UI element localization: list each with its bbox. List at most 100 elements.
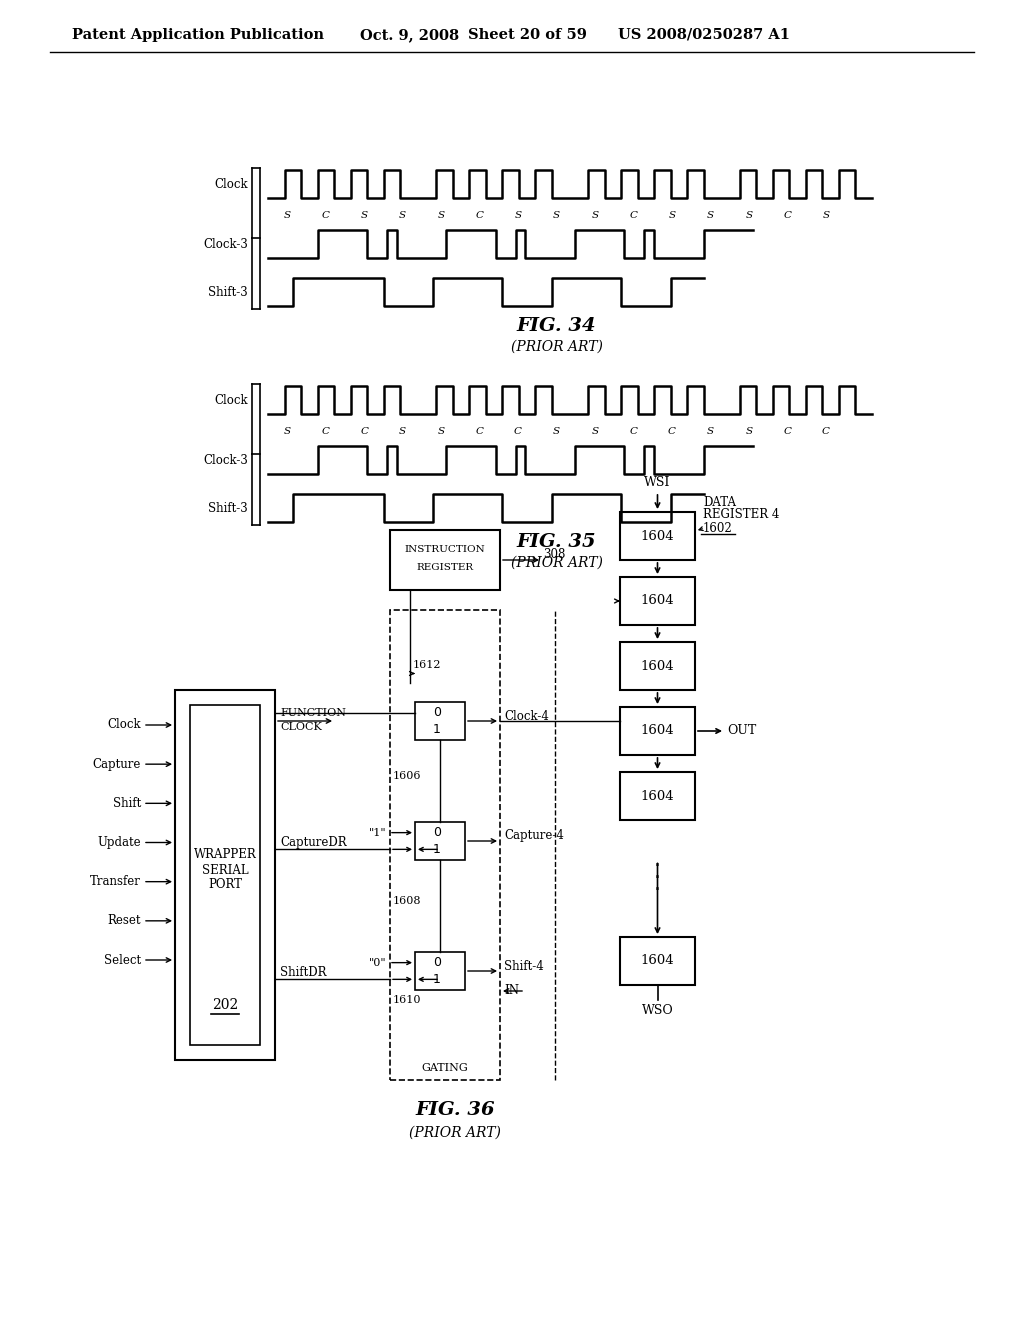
Text: S: S — [553, 426, 560, 436]
Text: PORT: PORT — [208, 879, 242, 891]
Bar — [175, 690, 275, 1060]
Text: S: S — [399, 426, 407, 436]
Text: "1": "1" — [370, 828, 387, 838]
Text: ShiftDR: ShiftDR — [280, 966, 327, 979]
Text: C: C — [630, 426, 637, 436]
Text: S: S — [360, 210, 368, 219]
Text: S: S — [707, 426, 714, 436]
Text: Patent Application Publication: Patent Application Publication — [72, 28, 324, 42]
Bar — [620, 577, 695, 624]
Bar — [620, 772, 695, 820]
Text: Clock: Clock — [108, 718, 141, 731]
Text: CLOCK: CLOCK — [280, 722, 322, 733]
Text: S: S — [745, 210, 753, 219]
Text: 0: 0 — [433, 706, 441, 719]
Bar — [415, 952, 465, 990]
Text: S: S — [592, 210, 599, 219]
Text: 0: 0 — [433, 826, 441, 840]
Text: S: S — [592, 426, 599, 436]
Bar — [415, 822, 465, 861]
Text: FUNCTION: FUNCTION — [280, 708, 346, 718]
Text: S: S — [669, 210, 676, 219]
Text: C: C — [822, 426, 829, 436]
Text: Clock-4: Clock-4 — [504, 710, 549, 722]
Text: C: C — [475, 210, 483, 219]
Text: 1602: 1602 — [703, 521, 733, 535]
Text: WSI: WSI — [644, 475, 671, 488]
Text: 1606: 1606 — [393, 771, 422, 781]
Text: Sheet 20 of 59: Sheet 20 of 59 — [468, 28, 587, 42]
Text: C: C — [475, 426, 483, 436]
Bar — [190, 705, 260, 1045]
Text: 0: 0 — [433, 956, 441, 969]
Text: ·: · — [654, 880, 662, 900]
Text: ·: · — [654, 857, 662, 876]
Text: 202: 202 — [212, 998, 239, 1012]
Bar — [620, 937, 695, 985]
Bar — [620, 642, 695, 690]
Text: Select: Select — [103, 953, 141, 966]
Text: C: C — [783, 426, 792, 436]
Text: 1604: 1604 — [641, 660, 675, 672]
Text: Clock: Clock — [214, 393, 248, 407]
Text: S: S — [553, 210, 560, 219]
Bar — [415, 702, 465, 741]
Text: Shift-4: Shift-4 — [504, 960, 544, 973]
Text: IN: IN — [504, 985, 519, 998]
Text: 1604: 1604 — [641, 789, 675, 803]
Text: Shift-3: Shift-3 — [208, 285, 248, 298]
Text: FIG. 34: FIG. 34 — [517, 317, 596, 335]
Text: 308: 308 — [543, 549, 565, 561]
Text: 1608: 1608 — [393, 896, 422, 906]
Text: S: S — [437, 426, 444, 436]
Text: C: C — [360, 426, 369, 436]
Text: C: C — [322, 426, 330, 436]
Text: SERIAL: SERIAL — [202, 863, 248, 876]
Text: S: S — [284, 426, 291, 436]
Text: (PRIOR ART): (PRIOR ART) — [511, 341, 602, 354]
Text: FIG. 36: FIG. 36 — [415, 1101, 495, 1119]
Text: Shift-3: Shift-3 — [208, 502, 248, 515]
Text: (PRIOR ART): (PRIOR ART) — [511, 556, 602, 570]
Text: ·: · — [654, 869, 662, 888]
Text: 1604: 1604 — [641, 594, 675, 607]
Text: Clock: Clock — [214, 177, 248, 190]
Text: 1610: 1610 — [393, 995, 422, 1005]
Text: US 2008/0250287 A1: US 2008/0250287 A1 — [618, 28, 790, 42]
Text: S: S — [707, 210, 714, 219]
Text: 1: 1 — [433, 973, 441, 986]
Text: GATING: GATING — [422, 1063, 468, 1073]
Text: S: S — [284, 210, 291, 219]
Text: CaptureDR: CaptureDR — [280, 836, 347, 849]
Text: 1: 1 — [433, 843, 441, 855]
Text: OUT: OUT — [727, 725, 757, 738]
Text: C: C — [783, 210, 792, 219]
Text: 1604: 1604 — [641, 529, 675, 543]
Text: Shift: Shift — [113, 797, 141, 810]
Text: FIG. 35: FIG. 35 — [517, 533, 596, 550]
Bar — [620, 512, 695, 560]
Text: 1: 1 — [433, 723, 441, 735]
Text: Update: Update — [97, 836, 141, 849]
Text: Reset: Reset — [108, 915, 141, 928]
Text: REGISTER: REGISTER — [417, 564, 473, 573]
Text: 1612: 1612 — [413, 660, 441, 671]
Text: Clock-3: Clock-3 — [203, 238, 248, 251]
Text: S: S — [399, 210, 407, 219]
Text: C: C — [322, 210, 330, 219]
Text: DATA: DATA — [703, 495, 736, 508]
Text: 1604: 1604 — [641, 725, 675, 738]
Text: "0": "0" — [370, 957, 387, 968]
Text: S: S — [745, 426, 753, 436]
Text: C: C — [668, 426, 676, 436]
Text: Oct. 9, 2008: Oct. 9, 2008 — [360, 28, 459, 42]
Bar — [620, 708, 695, 755]
Text: S: S — [514, 210, 521, 219]
Text: (PRIOR ART): (PRIOR ART) — [409, 1126, 501, 1140]
Text: Clock-3: Clock-3 — [203, 454, 248, 466]
Text: Capture-4: Capture-4 — [504, 829, 564, 842]
Text: Capture: Capture — [92, 758, 141, 771]
Bar — [390, 610, 500, 1080]
Text: S: S — [437, 210, 444, 219]
Text: C: C — [514, 426, 522, 436]
